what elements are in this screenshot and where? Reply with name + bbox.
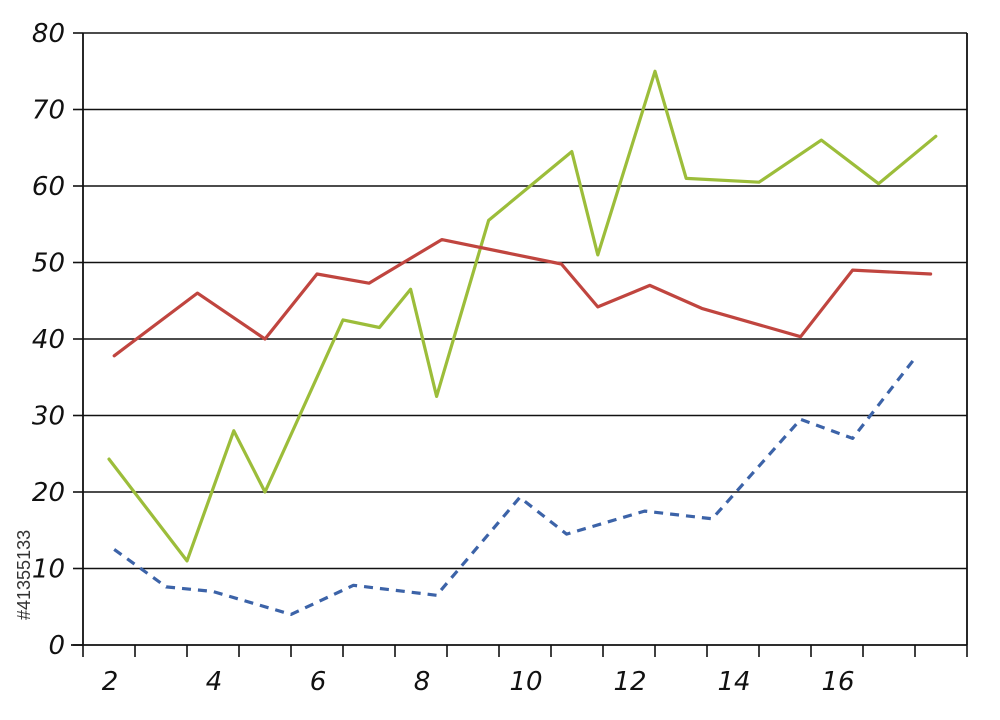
gridlines [83, 108, 967, 570]
x-tick-label-10: 10 [509, 667, 542, 697]
x-tick-label-4: 4 [206, 667, 223, 697]
y-tick-label-80: 80 [32, 19, 65, 49]
x-tick-label-14: 14 [717, 667, 750, 697]
x-tick-label-12: 12 [613, 667, 646, 697]
axis-ticks: 0 10 20 30 40 50 60 70 80 2 4 6 8 10 12 14 16 [32, 19, 968, 697]
y-tick-label-40: 40 [32, 325, 65, 355]
y-tick-label-70: 70 [32, 96, 65, 126]
x-tick-label-16: 16 [821, 667, 854, 697]
x-tick-label-2: 2 [102, 667, 119, 697]
y-tick-label-60: 60 [32, 172, 65, 202]
y-tick-label-20: 20 [32, 478, 65, 508]
series-line-3 [113, 357, 917, 617]
y-tick-label-10: 10 [32, 555, 65, 585]
watermark-id-text: #41355133 [14, 530, 34, 620]
y-tick-label-50: 50 [32, 249, 65, 279]
x-tick-label-6: 6 [310, 667, 327, 697]
series-group [107, 69, 938, 617]
series-line-1 [107, 69, 938, 563]
y-tick-label-0: 0 [48, 631, 65, 661]
y-tick-label-30: 30 [32, 402, 65, 432]
series-line-2 [112, 238, 933, 358]
x-tick-label-8: 8 [414, 667, 431, 697]
